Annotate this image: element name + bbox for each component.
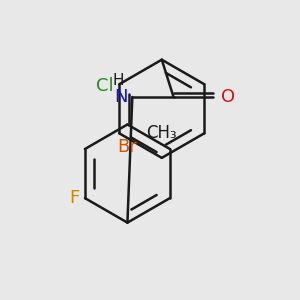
Text: O: O [221, 88, 235, 106]
Text: H: H [113, 73, 124, 88]
Text: Br: Br [118, 138, 137, 156]
Text: F: F [69, 189, 79, 207]
Text: CH₃: CH₃ [146, 124, 177, 142]
Text: N: N [114, 88, 128, 106]
Text: Cl: Cl [96, 77, 113, 95]
